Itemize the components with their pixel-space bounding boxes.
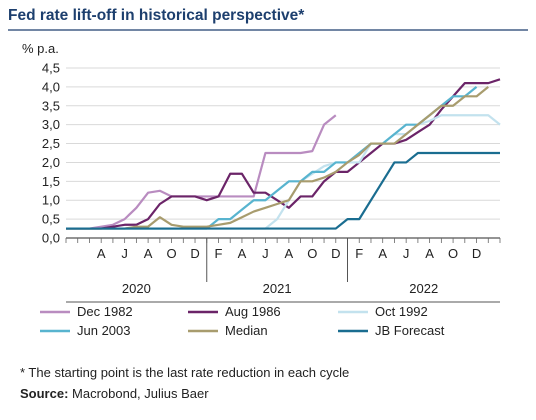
x-tick-label: D (331, 246, 340, 261)
source-label: Source: (20, 386, 68, 401)
x-tick-label: A (144, 246, 153, 261)
x-tick-label: O (167, 246, 177, 261)
y-tick-label: 4,5 (42, 61, 60, 76)
x-tick-label: O (448, 246, 458, 261)
x-tick-label: F (215, 246, 223, 261)
series-line (66, 86, 489, 230)
y-tick-label: 0,5 (42, 212, 60, 227)
x-tick-label: A (285, 246, 294, 261)
legend-label: Jun 2003 (77, 323, 131, 338)
legend-label: Median (225, 323, 268, 338)
x-tick-label: O (307, 246, 317, 261)
x-tick-label: J (121, 246, 128, 261)
series-line (66, 78, 501, 230)
legend: Dec 1982 Aug 1986 Oct 1992 Jun 2003 Median JB… (40, 304, 445, 338)
y-axis-unit-label: % p.a. (22, 41, 59, 56)
y-tick-label: 0,0 (42, 231, 60, 246)
source-text: Macrobond, Julius Baer (68, 386, 209, 401)
x-tick-label: F (355, 246, 363, 261)
year-label: 2020 (122, 281, 151, 296)
series-line (66, 86, 478, 230)
y-tick-label: 2,0 (42, 155, 60, 170)
legend-label: Aug 1986 (225, 304, 281, 319)
y-tick-label: 4,0 (42, 79, 60, 94)
x-tick-label: J (403, 246, 410, 261)
source-line: Source: Macrobond, Julius Baer (20, 386, 209, 401)
footnote: * The starting point is the last rate re… (20, 365, 349, 380)
y-tick-label: 1,0 (42, 193, 60, 208)
legend-label: Oct 1992 (375, 304, 428, 319)
x-tick-label: D (190, 246, 199, 261)
series-line (66, 151, 500, 230)
x-tick-label: D (472, 246, 481, 261)
legend-label: JB Forecast (375, 323, 445, 338)
y-tick-label: 3,0 (42, 117, 60, 132)
y-tick-labels: 0,0 0,5 1,0 1,5 2,0 2,5 3,0 3,5 4,0 4,5 (42, 61, 60, 246)
y-tick-label: 1,5 (42, 174, 60, 189)
year-label: 2022 (409, 281, 438, 296)
x-tick-label: A (97, 246, 106, 261)
y-tick-label: 3,5 (42, 98, 60, 113)
y-tick-label: 2,5 (42, 136, 60, 151)
year-label: 2021 (263, 281, 292, 296)
x-tick-label: J (262, 246, 269, 261)
series-lines (66, 78, 501, 230)
x-tick-label: A (378, 246, 387, 261)
chart-title: Fed rate lift-off in historical perspect… (8, 7, 305, 24)
x-tick-label: A (238, 246, 247, 261)
legend-label: Dec 1982 (77, 304, 133, 319)
x-tick-label: A (425, 246, 434, 261)
series-line (66, 114, 337, 230)
